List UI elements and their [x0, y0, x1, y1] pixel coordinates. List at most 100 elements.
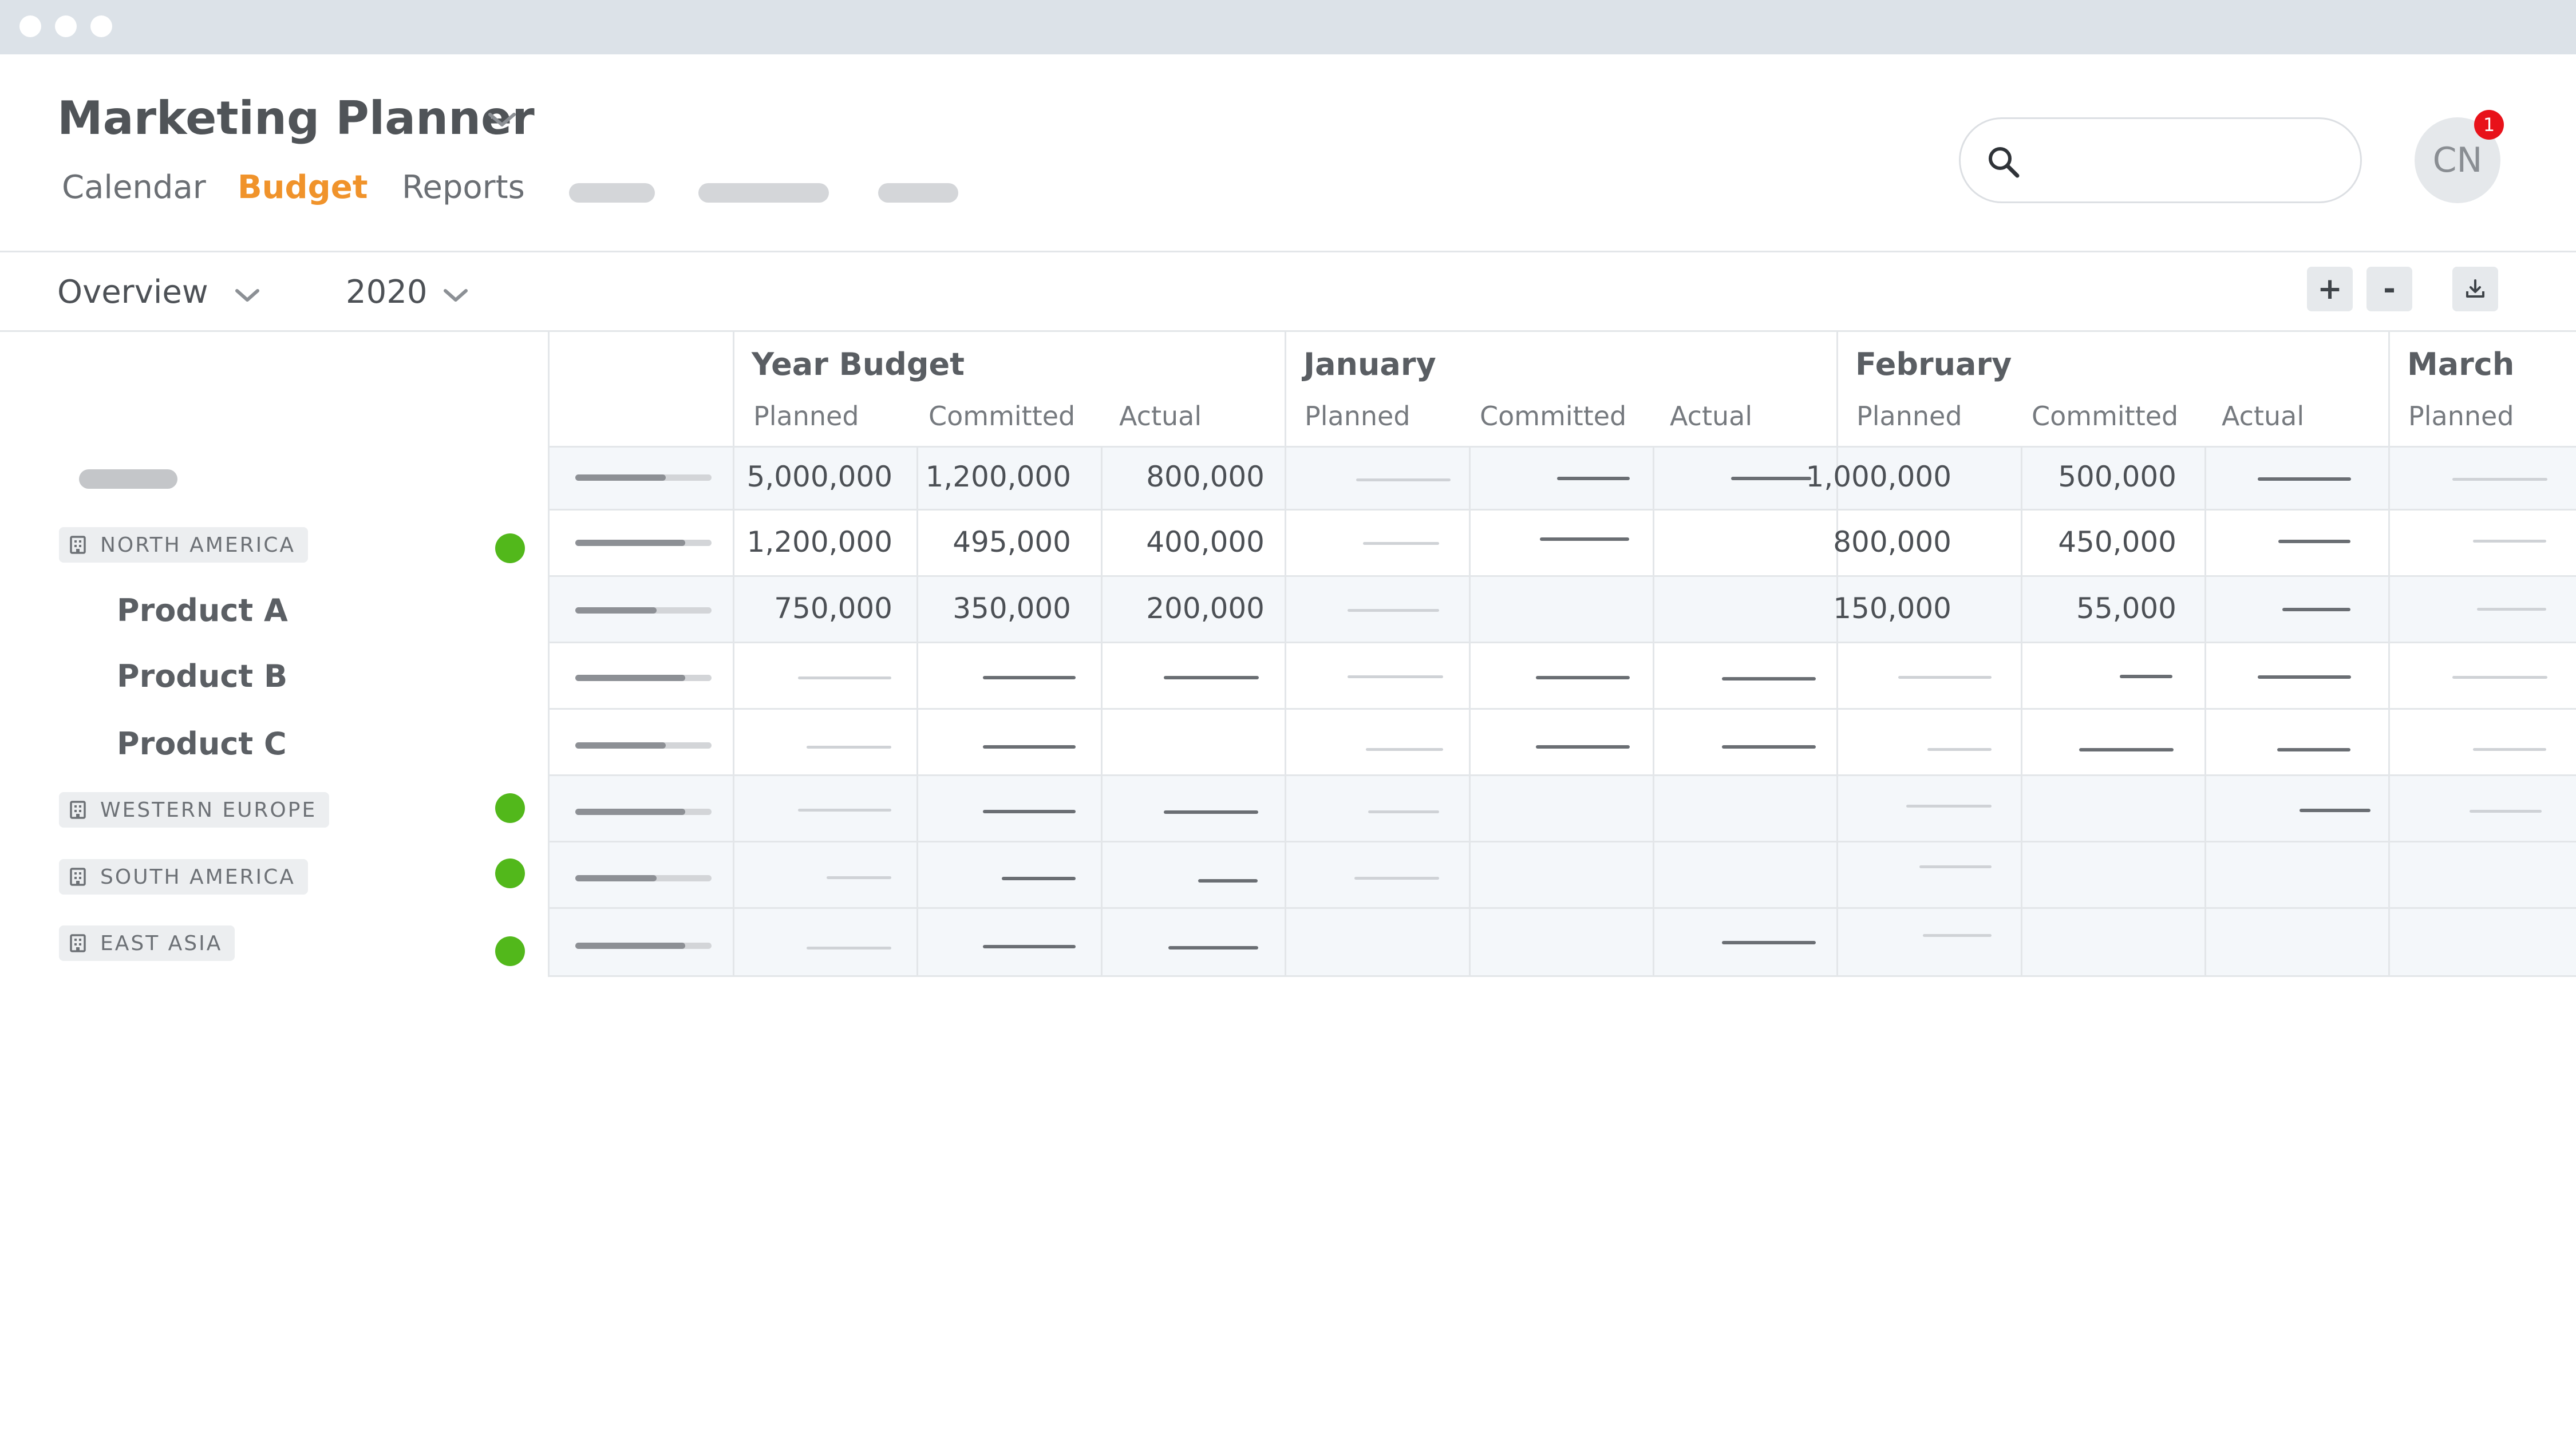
cell-placeholder	[1536, 745, 1630, 749]
cell-placeholder	[1898, 676, 1992, 679]
cell-year-planned[interactable]: 750,000	[774, 592, 892, 625]
notification-badge[interactable]: 1	[2474, 110, 2504, 140]
cell-placeholder	[1348, 609, 1439, 612]
cell-year-actual[interactable]: 200,000	[1146, 592, 1265, 625]
avatar[interactable]: CN	[2415, 117, 2500, 203]
cell-placeholder	[1356, 478, 1451, 481]
chevron-down-icon[interactable]	[484, 109, 520, 132]
status-dot	[495, 936, 525, 966]
cell-year-committed[interactable]: 350,000	[953, 592, 1071, 625]
window-close-button[interactable]	[19, 15, 41, 37]
cell-feb-planned[interactable]: 800,000	[1833, 525, 1951, 559]
product-b-label[interactable]: Product B	[117, 658, 288, 694]
column-header-committed[interactable]: Committed	[1480, 401, 1627, 432]
cell-placeholder	[1722, 677, 1816, 681]
grid-line	[2021, 446, 2022, 977]
cell-placeholder	[1354, 877, 1439, 880]
app-title[interactable]: Marketing Planner	[57, 92, 535, 145]
grid-line	[733, 330, 734, 977]
search-icon	[1989, 147, 2020, 178]
column-header-planned[interactable]: Planned	[1305, 401, 1411, 432]
column-header-committed[interactable]: Committed	[2032, 401, 2179, 432]
divider	[0, 330, 2576, 332]
grid-line	[1469, 446, 1471, 977]
tab-calendar[interactable]: Calendar	[62, 169, 206, 206]
cell-placeholder	[1722, 941, 1816, 944]
cell-placeholder	[1731, 477, 1811, 480]
cell-year-planned[interactable]: 1,200,000	[746, 525, 892, 559]
region-tag-south-america[interactable]: SOUTH AMERICA	[59, 859, 308, 895]
cell-year-committed[interactable]: 495,000	[953, 525, 1071, 559]
column-header-actual[interactable]: Actual	[1670, 401, 1753, 432]
cell-placeholder	[807, 947, 891, 949]
tab-budget[interactable]: Budget	[238, 169, 368, 206]
tab-placeholder[interactable]	[698, 183, 829, 203]
row-placeholder	[79, 469, 177, 489]
region-tag-western-europe[interactable]: WESTERN EUROPE	[59, 792, 330, 828]
tab-placeholder[interactable]	[569, 183, 655, 203]
column-group-february: February	[1855, 346, 2012, 382]
cell-placeholder	[1002, 877, 1076, 880]
progress-fill	[575, 675, 685, 681]
view-select[interactable]: Overview	[57, 274, 208, 311]
status-dot	[495, 858, 525, 888]
year-select[interactable]: 2020	[346, 274, 428, 311]
building-icon	[70, 801, 86, 819]
cell-placeholder	[2470, 810, 2542, 813]
column-header-actual[interactable]: Actual	[2222, 401, 2305, 432]
cell-year-actual[interactable]: 400,000	[1146, 525, 1265, 559]
cell-year-committed[interactable]: 1,200,000	[925, 460, 1071, 493]
cell-placeholder	[2473, 748, 2546, 751]
chevron-down-icon[interactable]	[232, 286, 262, 306]
cell-placeholder	[2278, 540, 2350, 543]
cell-placeholder	[1363, 542, 1439, 545]
column-header-planned[interactable]: Planned	[1856, 401, 1962, 432]
cell-feb-committed[interactable]: 55,000	[2076, 592, 2176, 625]
cell-placeholder	[2477, 608, 2546, 611]
status-dot	[495, 793, 525, 823]
column-header-actual[interactable]: Actual	[1119, 401, 1202, 432]
export-button[interactable]	[2452, 267, 2498, 311]
cell-placeholder	[1923, 934, 1992, 937]
cell-placeholder	[798, 676, 891, 679]
search-input[interactable]	[2035, 136, 2344, 188]
zoom-out-button[interactable]: -	[2366, 267, 2412, 311]
cell-feb-committed[interactable]: 500,000	[2058, 460, 2176, 493]
cell-feb-planned[interactable]: 1,000,000	[1805, 460, 1951, 493]
cell-year-planned[interactable]: 5,000,000	[746, 460, 892, 493]
column-header-planned[interactable]: Planned	[753, 401, 859, 432]
window-maximize-button[interactable]	[90, 15, 112, 37]
region-label: NORTH AMERICA	[100, 533, 295, 557]
tab-placeholder[interactable]	[878, 183, 958, 203]
cell-placeholder	[1536, 676, 1630, 679]
cell-placeholder	[1164, 810, 1258, 814]
grid-line	[548, 774, 2576, 776]
cell-placeholder	[1927, 748, 1992, 751]
region-tag-north-america[interactable]: NORTH AMERICA	[59, 527, 308, 563]
cell-placeholder	[983, 945, 1076, 948]
column-header-planned[interactable]: Planned	[2408, 401, 2514, 432]
cell-placeholder	[1164, 676, 1259, 679]
building-icon	[70, 868, 86, 886]
cell-year-actual[interactable]: 800,000	[1146, 460, 1265, 493]
chevron-down-icon[interactable]	[441, 286, 471, 306]
region-tag-east-asia[interactable]: EAST ASIA	[59, 925, 235, 961]
column-header-committed[interactable]: Committed	[929, 401, 1076, 432]
cell-placeholder	[2300, 809, 2370, 812]
product-a-label[interactable]: Product A	[117, 592, 288, 628]
cell-placeholder	[1366, 748, 1443, 751]
product-c-label[interactable]: Product C	[117, 726, 287, 762]
search-box[interactable]	[1959, 117, 2362, 203]
cell-placeholder	[1368, 810, 1439, 813]
zoom-in-button[interactable]: +	[2307, 267, 2353, 311]
window-minimize-button[interactable]	[55, 15, 77, 37]
divider	[0, 251, 2576, 252]
tab-reports[interactable]: Reports	[402, 169, 525, 206]
grid-line	[1653, 446, 1654, 977]
progress-fill	[575, 474, 666, 481]
cell-feb-planned[interactable]: 150,000	[1833, 592, 1951, 625]
region-label: SOUTH AMERICA	[100, 865, 295, 889]
grid-line	[916, 446, 918, 977]
grid-line	[548, 907, 2576, 909]
cell-feb-committed[interactable]: 450,000	[2058, 525, 2176, 559]
